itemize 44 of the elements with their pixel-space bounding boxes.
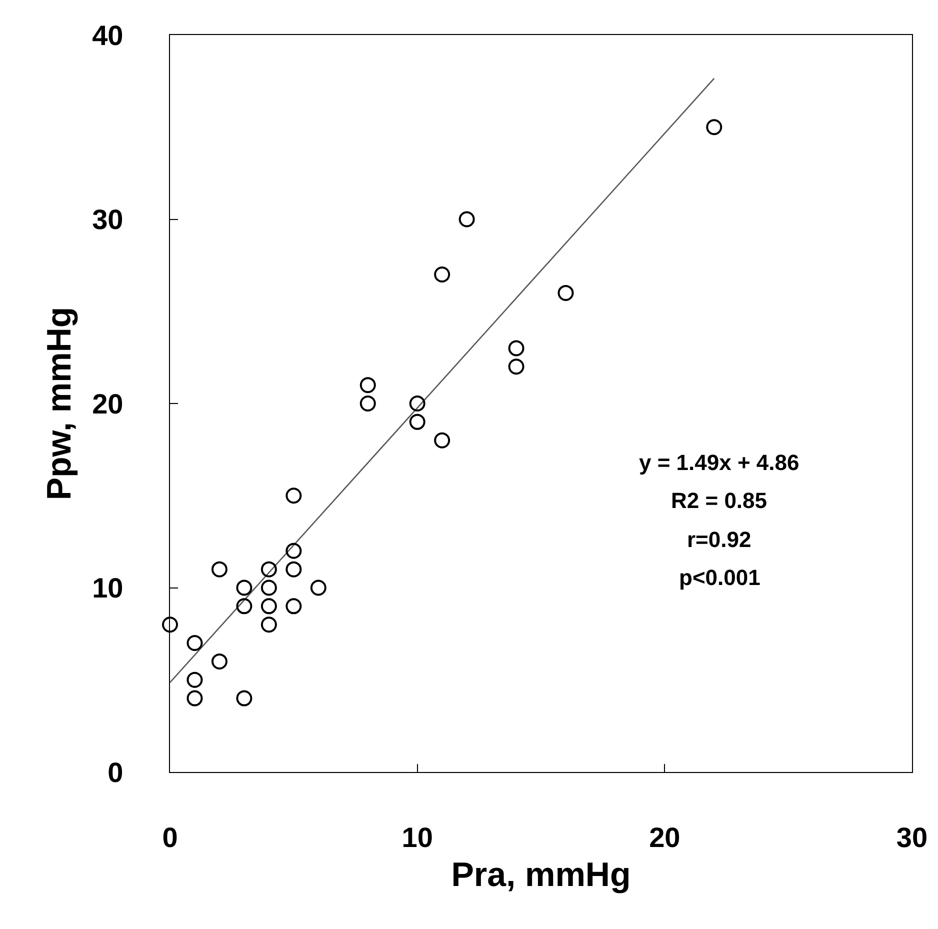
point: [508, 340, 524, 356]
y-tick-label: 40: [92, 20, 124, 51]
x-tick-label: 20: [649, 822, 680, 853]
x-tick-label: 0: [162, 822, 178, 853]
point: [558, 284, 574, 301]
point: [409, 414, 426, 430]
point: [286, 598, 302, 614]
point: [236, 690, 252, 706]
annotation: p<0.001: [679, 565, 760, 590]
point: [260, 580, 277, 596]
point: [186, 635, 203, 652]
y-tick-label: 10: [92, 572, 124, 604]
point: [236, 580, 252, 596]
point: [286, 488, 302, 504]
y-axis-title: Ppw, mmHg: [40, 306, 79, 500]
y-tick-label: 0: [108, 756, 124, 788]
y-tick-label: 20: [92, 388, 124, 420]
x-axis-title: Pra, mmHg: [451, 856, 631, 894]
point: [409, 396, 426, 412]
point: [286, 561, 302, 578]
point: [236, 598, 252, 614]
point: [434, 432, 450, 448]
point: [186, 672, 203, 688]
x-tick-label: 30: [896, 822, 928, 853]
point: [706, 119, 722, 136]
point: [260, 616, 277, 633]
point: [186, 690, 203, 706]
point: [508, 358, 524, 375]
point: [211, 561, 228, 578]
point: [310, 580, 326, 596]
annotation: y = 1.49x + 4.86: [639, 450, 800, 475]
point: [211, 653, 228, 670]
point: [260, 561, 277, 578]
point: [434, 266, 450, 283]
point: [360, 396, 376, 412]
point: [458, 211, 475, 228]
x-tick-label: 10: [402, 822, 433, 853]
annotation: R2 = 0.85: [671, 488, 768, 513]
point: [260, 598, 277, 614]
point: [286, 542, 302, 559]
point: [360, 377, 376, 394]
annotation: r=0.92: [687, 527, 752, 552]
y-tick-label: 30: [92, 204, 124, 236]
point: [162, 616, 178, 633]
